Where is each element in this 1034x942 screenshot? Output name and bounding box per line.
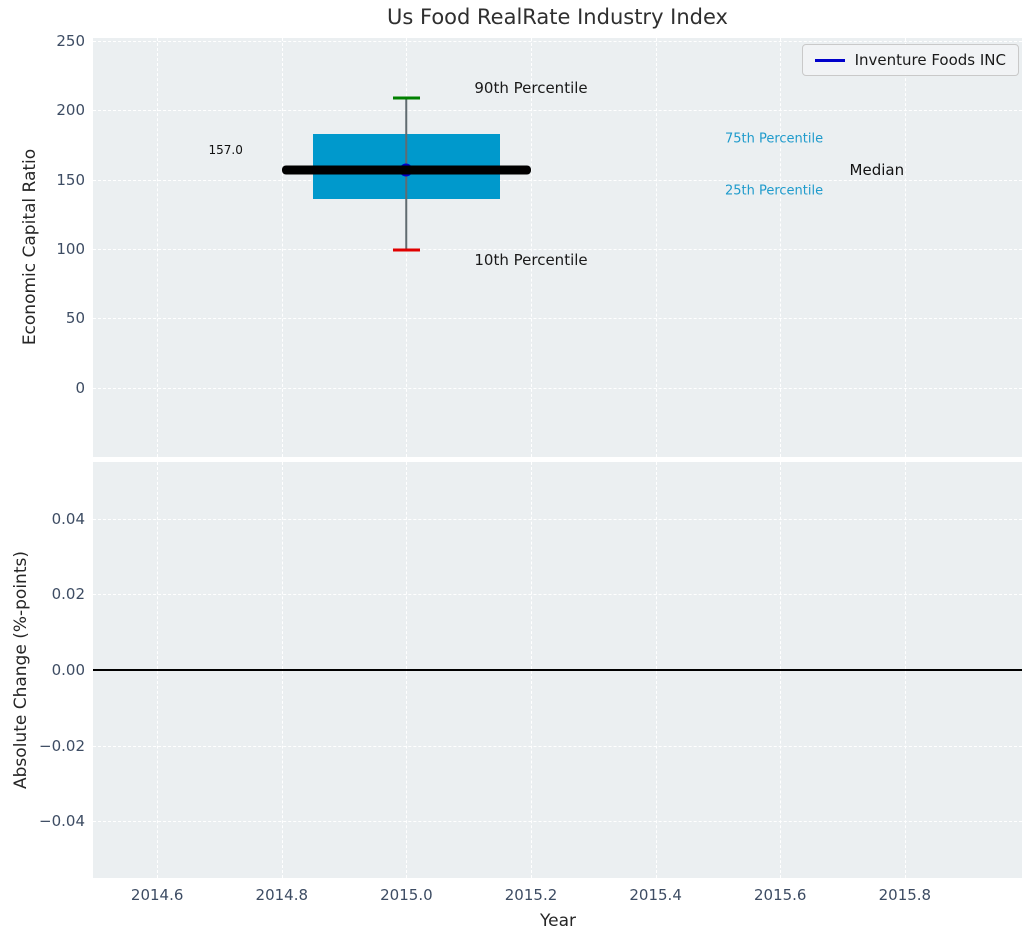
y-tick-label: 100 — [56, 239, 85, 258]
x-axis-label: Year — [540, 911, 576, 931]
gridline-horizontal — [93, 518, 1022, 520]
gridline-horizontal — [93, 745, 1022, 747]
label-median: Median — [849, 160, 905, 179]
x-tick-label: 2014.8 — [255, 886, 309, 904]
legend: Inventure Foods INC — [801, 44, 1019, 76]
y-tick-label: −0.02 — [39, 736, 85, 755]
x-tick-label: 2015.8 — [878, 886, 932, 904]
top-plot-area: Inventure Foods INC 90th Percentile 10th … — [93, 38, 1022, 457]
gridline-horizontal — [93, 318, 1022, 320]
zero-line — [93, 669, 1022, 671]
y-tick-label: 0.00 — [51, 661, 85, 679]
gridline-vertical — [281, 38, 283, 457]
x-tick-label: 2015.0 — [380, 886, 433, 904]
y-tick-label: 200 — [56, 101, 85, 120]
gridline-horizontal — [93, 248, 1022, 250]
legend-line-sample — [814, 58, 845, 62]
gridline-vertical — [655, 38, 657, 457]
y-tick-label: 0.04 — [51, 509, 85, 528]
y-tick-label: 0.02 — [51, 585, 85, 604]
p10-cap — [392, 248, 421, 252]
gridline-horizontal — [93, 110, 1022, 112]
y-tick-label: 0 — [75, 378, 85, 397]
label-75th-percentile: 75th Percentile — [724, 131, 824, 147]
median-line — [281, 165, 531, 175]
gridline-vertical — [780, 38, 782, 457]
chart-title: Us Food RealRate Industry Index — [387, 5, 728, 29]
x-tick-label: 2015.4 — [629, 886, 682, 904]
x-tick-label: 2015.6 — [753, 886, 807, 904]
bottom-plot-area — [93, 462, 1022, 878]
y-tick-label: −0.04 — [39, 812, 85, 831]
gridline-horizontal — [93, 594, 1022, 596]
label-company-value: 157.0 — [208, 143, 243, 158]
label-90th-percentile: 90th Percentile — [474, 78, 588, 97]
gridline-vertical — [157, 38, 159, 457]
label-25th-percentile: 25th Percentile — [724, 183, 824, 199]
gridline-vertical — [904, 38, 906, 457]
p90-cap — [392, 96, 421, 100]
label-10th-percentile: 10th Percentile — [474, 250, 588, 269]
x-tick-label: 2014.6 — [130, 886, 184, 904]
legend-label: Inventure Foods INC — [854, 51, 1006, 69]
gridline-horizontal — [93, 179, 1022, 181]
y-tick-label: 150 — [56, 170, 85, 189]
gridline-horizontal — [93, 387, 1022, 389]
y-tick-label: 50 — [65, 309, 85, 328]
gridline-horizontal — [93, 821, 1022, 823]
gridline-horizontal — [93, 40, 1022, 42]
y-tick-label: 250 — [56, 31, 85, 50]
gridline-vertical — [531, 38, 533, 457]
x-tick-label: 2015.2 — [504, 886, 558, 904]
